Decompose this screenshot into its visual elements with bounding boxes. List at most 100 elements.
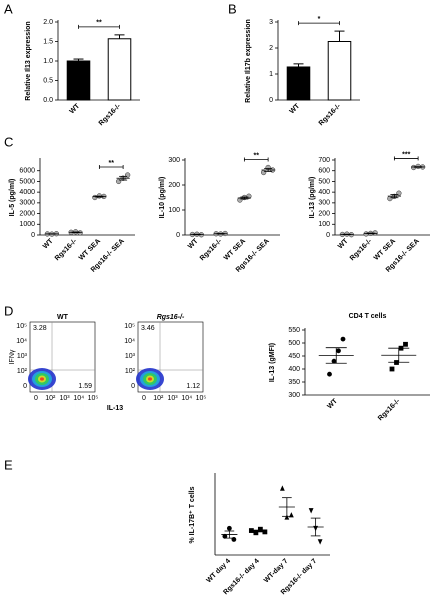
x-tick-label: WT bbox=[289, 102, 302, 115]
bar bbox=[66, 60, 91, 101]
density-cloud bbox=[148, 377, 152, 381]
error-bar bbox=[414, 166, 423, 168]
y-tick-label: 200 bbox=[168, 182, 180, 189]
y-tick-label: 1000 bbox=[19, 221, 35, 228]
y-tick-label: 1 bbox=[269, 71, 273, 78]
y-tick-label: 300 bbox=[318, 200, 330, 207]
x-tick-label: Rgs16-/- bbox=[199, 237, 224, 262]
x-tick-label: Rgs16-/- bbox=[349, 237, 374, 262]
panel-letter: E bbox=[4, 457, 13, 472]
y-tick-label: 10⁴ bbox=[124, 338, 135, 345]
error-bar bbox=[71, 231, 80, 234]
data-point bbox=[222, 533, 228, 539]
data-point bbox=[260, 169, 267, 176]
panel-letter: D bbox=[4, 303, 13, 318]
bar bbox=[286, 66, 311, 101]
error-bar bbox=[192, 233, 201, 236]
x-tick-label: Rgs16-/- bbox=[377, 397, 402, 422]
y-tick-label: 300 bbox=[168, 157, 180, 164]
y-tick-label: 0.5 bbox=[43, 77, 53, 84]
y-tick-label: 100 bbox=[168, 207, 180, 214]
data-point bbox=[387, 195, 393, 202]
data-point bbox=[279, 485, 285, 491]
y-tick-label: 700 bbox=[318, 157, 330, 164]
quadrant-value: 1.59 bbox=[78, 383, 92, 390]
quadrant-value: 3.46 bbox=[141, 325, 155, 332]
significance-label: ** bbox=[254, 152, 260, 159]
x-tick-label: WT SEA bbox=[78, 238, 102, 262]
x-tick-label: 10³ bbox=[59, 395, 70, 402]
data-point bbox=[253, 530, 259, 536]
error-bar bbox=[366, 232, 375, 235]
significance-label: *** bbox=[402, 151, 410, 158]
y-tick-label: 400 bbox=[288, 366, 300, 373]
error-bar bbox=[388, 347, 410, 363]
y-tick-label: 100 bbox=[318, 221, 330, 228]
y-tick-label: 0 bbox=[23, 383, 27, 390]
error-bar bbox=[114, 34, 125, 39]
x-tick-label: 0 bbox=[142, 395, 146, 402]
chart-title: CD4 T cells bbox=[349, 313, 387, 320]
quadrant-value: 3.28 bbox=[33, 325, 47, 332]
x-tick-label: WT bbox=[337, 237, 350, 250]
flow-title: WT bbox=[57, 314, 69, 321]
y-axis-label: IL-10 (pg/ml) bbox=[159, 177, 166, 219]
x-tick-label: 10³ bbox=[167, 395, 178, 402]
y-tick-label: 0 bbox=[326, 232, 330, 239]
flow-y-label: IFNγ bbox=[9, 349, 16, 364]
significance-label: * bbox=[318, 16, 321, 23]
y-axis-label: Relative Il13 expression bbox=[25, 21, 32, 100]
x-tick-label: WT-day 7 bbox=[263, 558, 290, 585]
x-tick-label: WT SEA bbox=[223, 238, 247, 262]
y-tick-label: 1.0 bbox=[43, 58, 53, 65]
y-tick-label: 300 bbox=[288, 392, 300, 399]
significance-label: ** bbox=[109, 160, 115, 167]
x-tick-label: 10⁵ bbox=[88, 395, 99, 402]
y-tick-label: 500 bbox=[288, 340, 300, 347]
x-tick-label: WT SEA bbox=[373, 238, 397, 262]
error-bar bbox=[95, 195, 104, 198]
y-tick-label: 3 bbox=[269, 19, 273, 26]
x-tick-label: 10² bbox=[45, 395, 56, 402]
data-point bbox=[340, 336, 346, 342]
y-axis-label: IL-13 (gMFI) bbox=[269, 343, 276, 382]
y-tick-label: 10⁵ bbox=[16, 323, 27, 330]
x-tick-label: 10² bbox=[153, 395, 164, 402]
y-axis-label: Relative Il17b expression bbox=[245, 19, 252, 103]
x-tick-label: 10⁵ bbox=[196, 395, 207, 402]
error-bar bbox=[253, 529, 263, 533]
x-tick-label: WT bbox=[42, 237, 55, 250]
y-tick-label: 3000 bbox=[19, 200, 35, 207]
y-tick-label: 10⁴ bbox=[16, 338, 27, 345]
x-tick-label: 0 bbox=[34, 395, 38, 402]
x-tick-label: Rgs16-/- bbox=[54, 237, 79, 262]
y-tick-label: 350 bbox=[288, 379, 300, 386]
y-tick-label: 2 bbox=[269, 45, 273, 52]
x-tick-label: Rgs16-/- bbox=[318, 102, 343, 127]
y-tick-label: 0.0 bbox=[43, 97, 53, 104]
y-tick-label: 0 bbox=[131, 383, 135, 390]
y-tick-label: 10³ bbox=[125, 353, 136, 360]
y-tick-label: 2.0 bbox=[43, 19, 53, 26]
y-tick-label: 10⁵ bbox=[124, 323, 135, 330]
x-tick-label: WT bbox=[69, 102, 82, 115]
data-point bbox=[317, 539, 323, 545]
error-bar bbox=[224, 530, 235, 539]
data-point bbox=[262, 529, 268, 535]
y-tick-label: 4000 bbox=[19, 189, 35, 196]
data-point bbox=[331, 358, 337, 364]
data-point bbox=[336, 348, 341, 354]
y-tick-label: 5000 bbox=[19, 178, 35, 185]
y-tick-label: 2000 bbox=[19, 210, 35, 217]
x-tick-label: WT bbox=[187, 237, 200, 250]
y-tick-label: 10² bbox=[125, 368, 136, 375]
error-bar bbox=[73, 58, 84, 61]
density-cloud bbox=[40, 377, 44, 381]
error-bar bbox=[325, 347, 347, 364]
flow-x-label: IL-13 bbox=[107, 405, 123, 412]
data-point bbox=[327, 371, 332, 377]
error-bar bbox=[119, 175, 128, 181]
data-point bbox=[403, 341, 408, 347]
error-bar bbox=[282, 497, 292, 517]
